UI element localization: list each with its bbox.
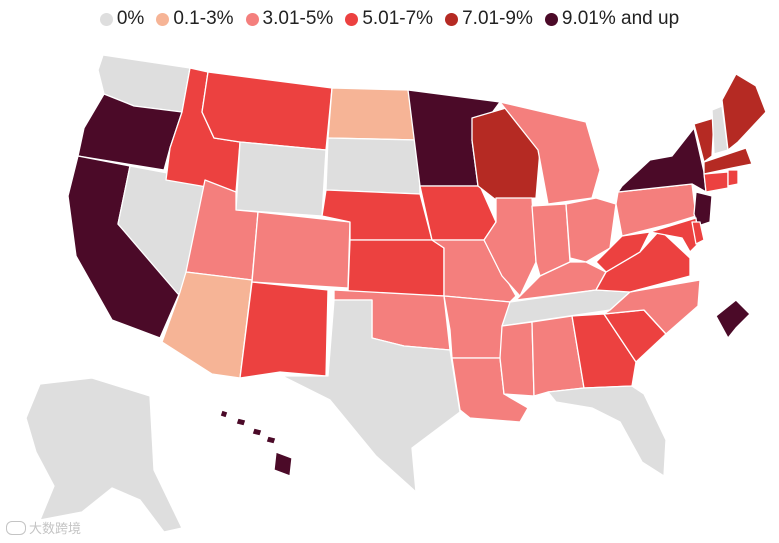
legend-swatch-0 [99,12,113,26]
legend-item-2: 3.01-5% [245,8,334,30]
legend-item-0: 0% [99,8,145,30]
state-WY [235,141,327,217]
state-DE [691,221,705,245]
legend-swatch-4 [445,12,459,26]
state-RI [727,169,739,187]
watermark: 大数跨境 [6,518,81,537]
legend-item-5: 9.01% and up [544,8,680,30]
state-KS [347,239,445,297]
state-CO [251,211,351,289]
state-NY [617,127,707,193]
legend-label-2: 3.01-5% [262,8,334,29]
state-NC [603,279,701,335]
state-NJ [693,191,713,227]
state-CT [703,171,729,193]
state-ND [327,87,419,141]
legend-item-4: 7.01-9% [445,8,533,30]
state-ME [721,73,767,151]
state-TX [281,299,461,493]
state-MS [499,321,535,397]
legend-swatch-3 [345,12,359,26]
legend-item-3: 5.01-7% [345,8,433,30]
state-MI [499,101,601,205]
watermark-logo-text: 大数跨境 [29,521,82,536]
state-KY [515,261,607,301]
state-MT [201,71,333,151]
state-MA [703,147,753,175]
states-layer [25,54,767,533]
state-AK [25,377,183,533]
state-MD [649,217,699,253]
legend-label-3: 5.01-7% [362,8,434,29]
state-SD [325,137,421,195]
legend-label-5: 9.01% and up [561,8,680,29]
legend-swatch-1 [156,12,170,26]
legend-label-0: 0% [116,8,145,29]
legend-label-4: 7.01-9% [462,8,533,29]
state-GA [571,313,637,389]
state-OR [77,93,183,171]
watermark-logo-icon [6,520,26,535]
state-HI [219,409,293,477]
state-IA [419,185,497,241]
state-DC [715,299,751,339]
state-NM [239,281,329,379]
legend-label-1: 0.1-3% [173,8,234,29]
state-VT [693,117,715,163]
legend-swatch-5 [544,12,558,26]
map-legend: 0% 0.1-3% 3.01-5% 5.01-7% 7.01-9% 9.01% … [0,5,779,33]
state-FL [547,385,667,477]
legend-item-1: 0.1-3% [156,8,234,30]
legend-swatch-2 [245,12,259,26]
